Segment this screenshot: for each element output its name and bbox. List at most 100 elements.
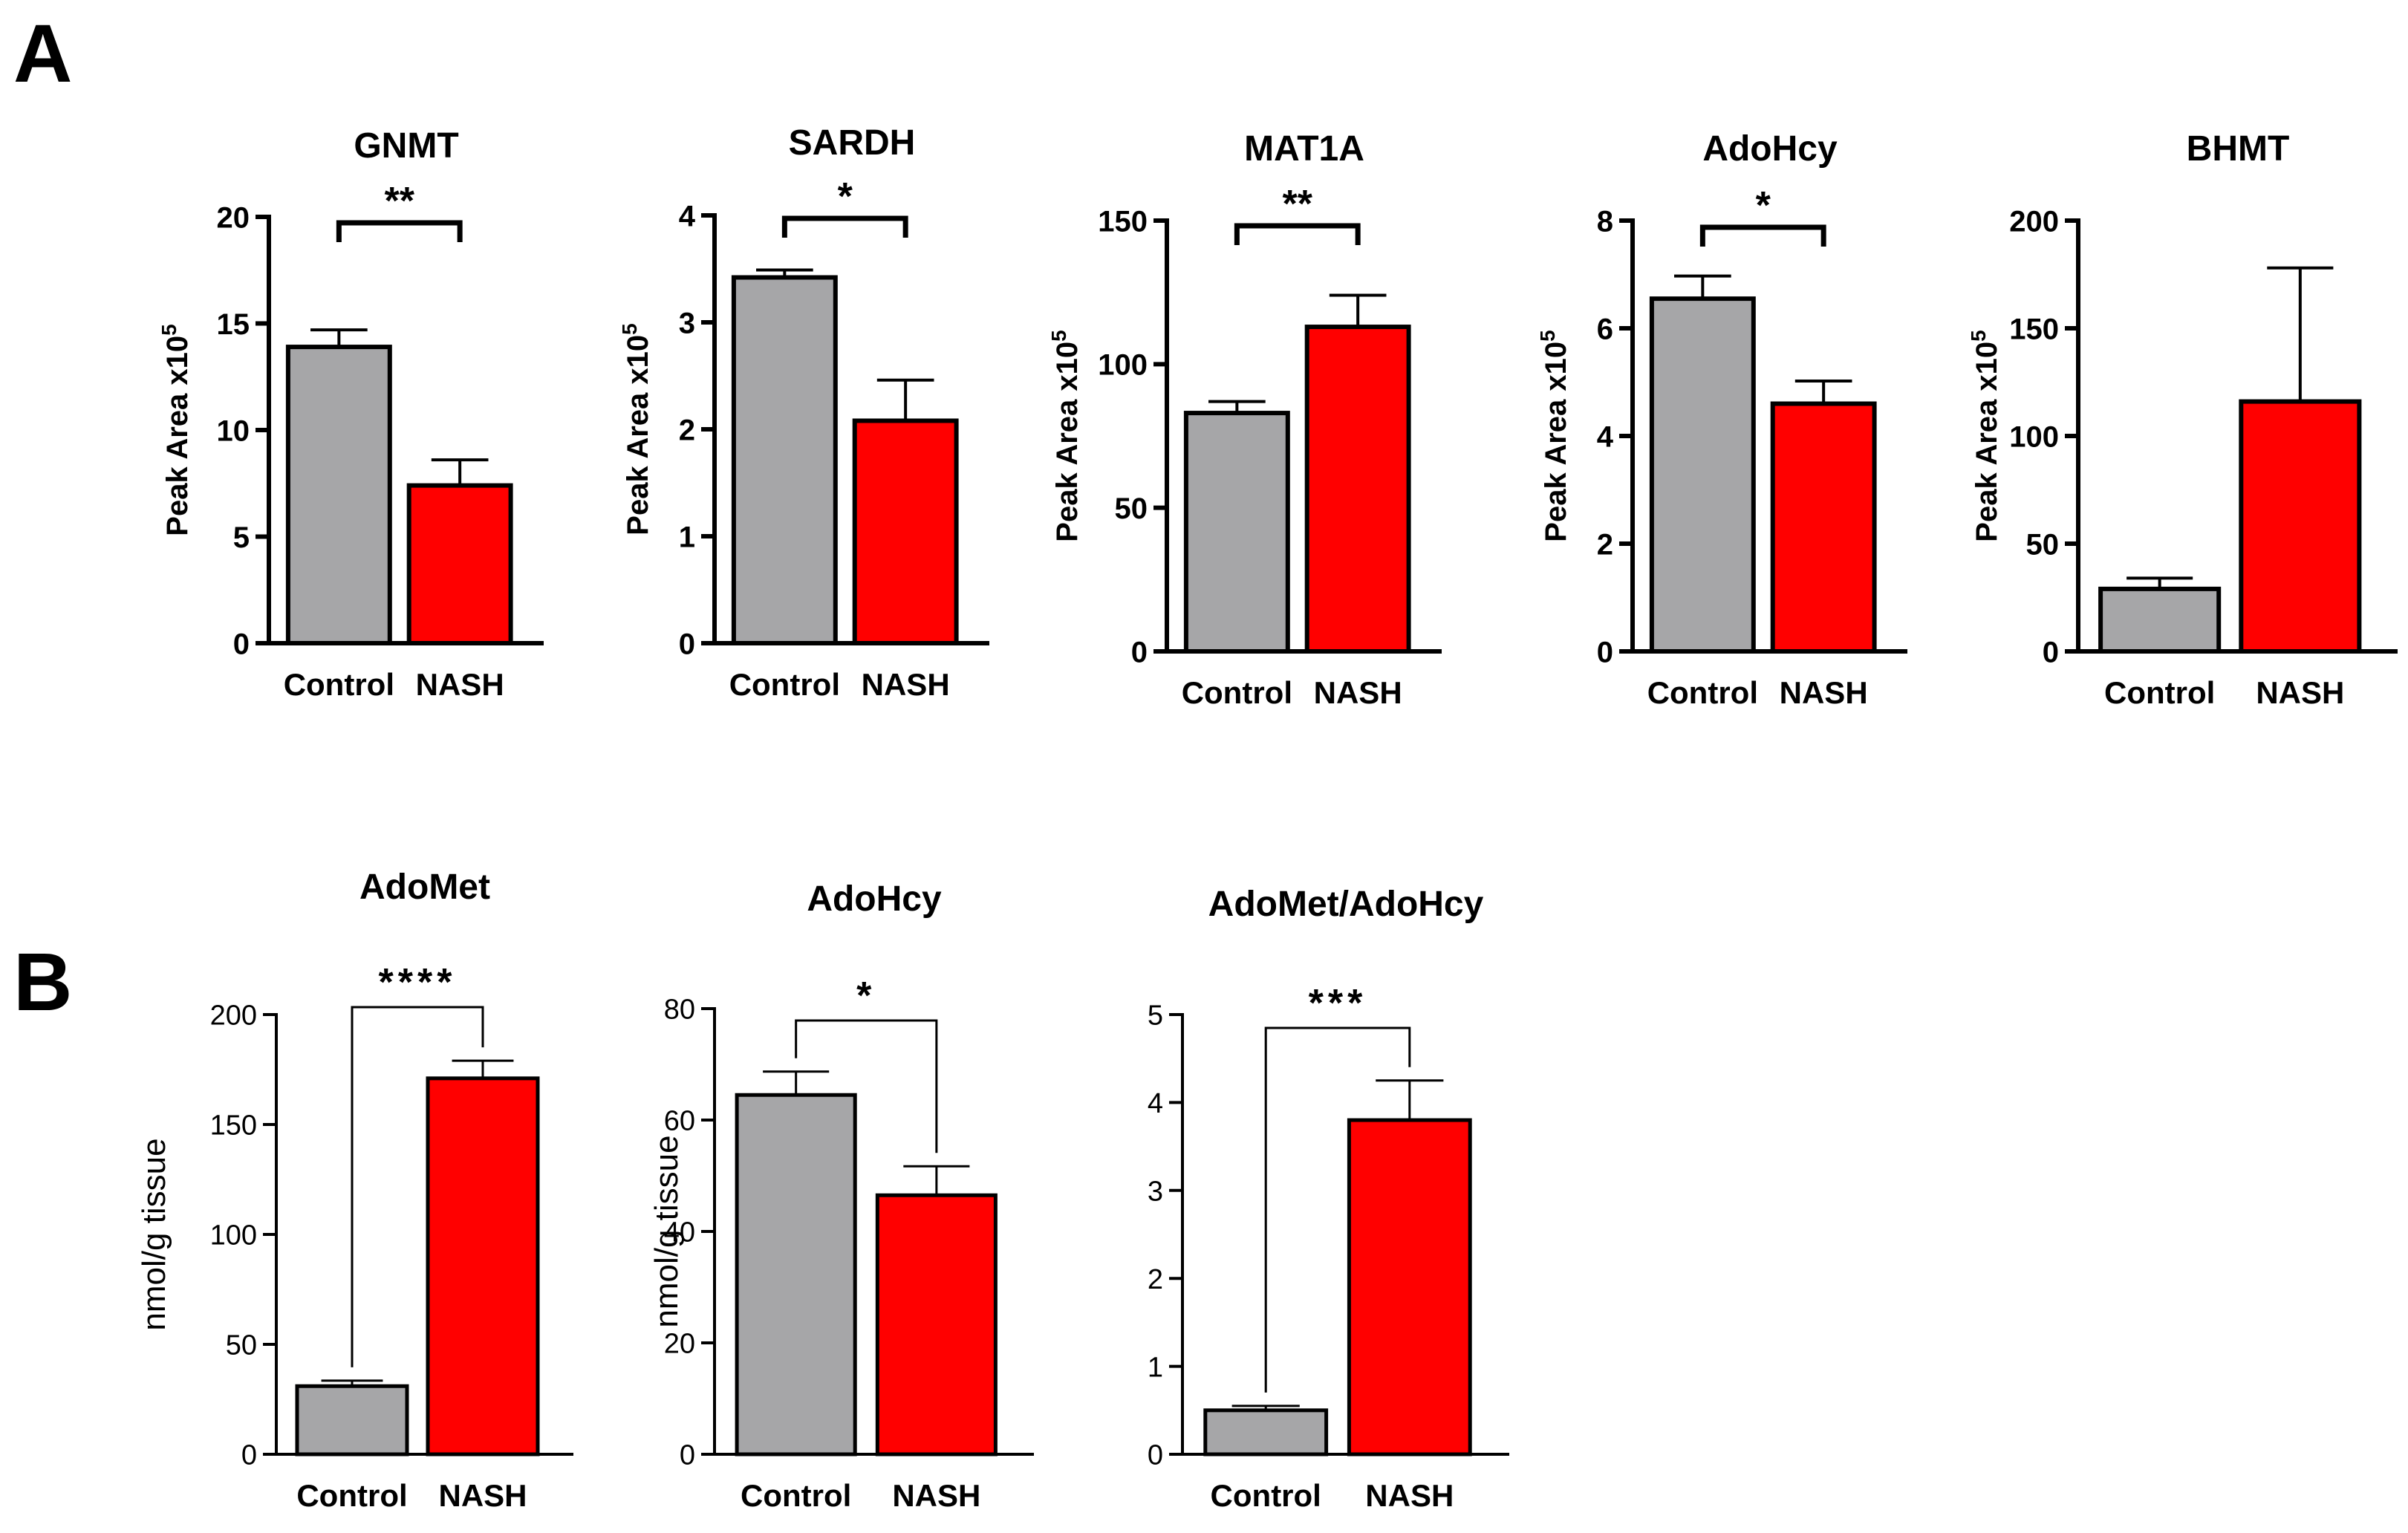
- chart-8: AdoMet/AdoHcy 0 1 2 3 4 5 Control NASH ***: [1148, 885, 1509, 1513]
- y-tick-label: 4: [679, 200, 696, 232]
- y-tick-label: 4: [1597, 420, 1614, 453]
- y-tick-label: 0: [1597, 636, 1613, 668]
- y-tick-label: 8: [1597, 205, 1613, 238]
- y-axis-label: Peak Area x105: [1967, 330, 2004, 541]
- y-tick-label: 2: [1148, 1264, 1163, 1295]
- panel-letter-b: B: [13, 937, 72, 1028]
- y-axis-label: nmol/g tissue: [136, 1138, 172, 1330]
- bar-nash: [1770, 401, 1877, 654]
- x-tick-label: Control: [1647, 675, 1758, 710]
- y-tick-label: 60: [664, 1106, 695, 1137]
- x-tick-label: Control: [741, 1478, 851, 1513]
- x-tick-label: NASH: [892, 1478, 980, 1513]
- chart-5: BHMT 0 50 100 150 200 Peak Area x105 Control NAS…: [1967, 129, 2398, 710]
- bar-nash: [406, 483, 513, 645]
- y-axis-label: Peak Area x105: [618, 323, 655, 535]
- y-tick-label: 0: [241, 1440, 257, 1471]
- y-tick-label: 1: [679, 521, 695, 553]
- y-tick-label: 100: [210, 1220, 257, 1252]
- y-tick-label: 0: [1131, 636, 1148, 668]
- bar-nash: [852, 418, 959, 645]
- y-axis-label-superscript: 5: [618, 323, 641, 335]
- significance-stars: **: [385, 180, 415, 223]
- significance-line: [795, 1019, 938, 1153]
- y-tick-label: 200: [2009, 205, 2059, 238]
- x-tick-label: Control: [2104, 675, 2215, 710]
- significance-stars: ***: [1309, 982, 1367, 1025]
- y-axis-label: nmol/g tissue: [648, 1135, 685, 1327]
- y-axis-label-superscript: 5: [1536, 330, 1559, 342]
- y-tick-label: 200: [210, 1000, 257, 1032]
- significance-stars: **: [1283, 183, 1313, 226]
- y-tick-label: 5: [1148, 1000, 1163, 1032]
- significance-stars: *: [838, 175, 853, 218]
- bar-control: [1649, 296, 1756, 654]
- y-tick-label: 150: [2009, 313, 2059, 345]
- y-tick-label: 150: [1098, 205, 1148, 238]
- chart-7: AdoHcy 0 20 40 60 80 nmol/g tissue Control NASH *: [648, 879, 1034, 1513]
- y-axis-label-superscript: 5: [157, 324, 180, 336]
- bar-control: [295, 1384, 409, 1456]
- bar-nash: [875, 1193, 998, 1456]
- significance-bracket: [1234, 223, 1361, 245]
- significance-stars: ****: [379, 961, 457, 1004]
- x-tick-label: Control: [1182, 675, 1292, 710]
- y-tick-label: 0: [1148, 1440, 1163, 1471]
- panel-letter-a: A: [13, 8, 72, 100]
- x-tick-label: NASH: [416, 667, 504, 702]
- significance-line: [351, 1006, 484, 1367]
- chart-2: SARDH 0 1 2 3 4 Peak Area x105 Control NASH *: [618, 123, 989, 702]
- y-tick-label: 100: [1098, 349, 1148, 382]
- y-axis-label: Peak Area x105: [157, 324, 195, 536]
- y-tick-label: 2: [679, 414, 695, 446]
- y-tick-label: 100: [2009, 420, 2059, 453]
- y-tick-label: 20: [217, 201, 250, 234]
- y-tick-label: 5: [233, 521, 250, 554]
- y-tick-label: 15: [217, 308, 250, 341]
- chart-title: GNMT: [354, 126, 458, 166]
- y-tick-label: 50: [2026, 528, 2060, 561]
- significance-stars: *: [856, 974, 876, 1018]
- y-tick-label: 0: [233, 628, 250, 660]
- y-tick-label: 1: [1148, 1352, 1163, 1383]
- y-tick-label: 80: [664, 995, 695, 1026]
- y-tick-label: 2: [1597, 528, 1613, 561]
- bar-control: [1203, 1408, 1329, 1456]
- significance-bracket: [1699, 224, 1826, 247]
- x-tick-label: NASH: [1314, 675, 1402, 710]
- significance-bracket: [781, 215, 908, 238]
- chart-title: SARDH: [789, 123, 916, 163]
- chart-1: GNMT 0 5 10 15 20 Peak Area x105 Control NASH **: [157, 126, 544, 702]
- y-tick-label: 0: [680, 1440, 695, 1471]
- chart-4: AdoHcy 0 2 4 6 8 Peak Area x105 Control NASH *: [1536, 129, 1907, 710]
- bar-nash: [2239, 399, 2362, 654]
- chart-title: AdoMet: [359, 868, 490, 907]
- y-tick-label: 50: [226, 1330, 257, 1361]
- y-tick-label: 3: [679, 307, 695, 339]
- x-tick-label: NASH: [438, 1478, 527, 1513]
- bar-control: [285, 345, 392, 645]
- y-tick-label: 3: [1148, 1176, 1163, 1207]
- chart-3: MAT1A 0 50 100 150 Peak Area x105 Control NASH *…: [1047, 129, 1442, 710]
- x-tick-label: Control: [284, 667, 394, 702]
- y-tick-label: 6: [1597, 313, 1613, 345]
- bar-control: [2098, 586, 2222, 654]
- chart-title: AdoMet/AdoHcy: [1208, 885, 1484, 924]
- x-tick-label: NASH: [1365, 1478, 1454, 1513]
- y-tick-label: 50: [1115, 492, 1148, 525]
- chart-6: AdoMet 0 50 100 150 200 nmol/g tissue Control NA…: [136, 868, 573, 1513]
- bar-control: [1183, 411, 1290, 654]
- x-tick-label: Control: [1211, 1478, 1321, 1513]
- chart-title: MAT1A: [1244, 129, 1364, 169]
- significance-bracket: [336, 220, 463, 242]
- y-axis-label-superscript: 5: [1967, 330, 1990, 342]
- bar-control: [735, 1093, 857, 1456]
- x-tick-label: NASH: [1780, 675, 1868, 710]
- y-tick-label: 40: [664, 1217, 695, 1249]
- y-tick-label: 0: [2043, 636, 2059, 668]
- chart-title: AdoHcy: [1702, 129, 1838, 169]
- x-tick-label: Control: [296, 1478, 407, 1513]
- y-axis-label: Peak Area x105: [1536, 330, 1573, 541]
